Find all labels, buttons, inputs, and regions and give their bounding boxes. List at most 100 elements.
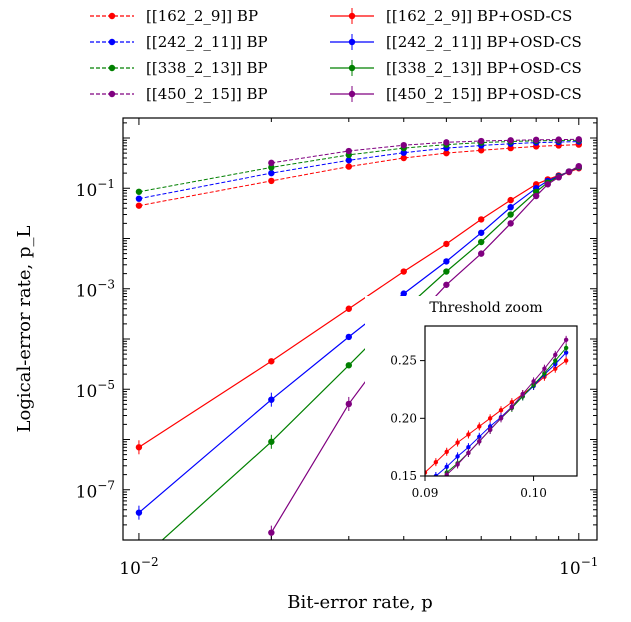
legend-marker — [108, 90, 116, 98]
legend-label: [[162_2_9]] BP — [146, 7, 258, 25]
legend-label: [[338_2_13]] BP+OSD-CS — [386, 59, 582, 77]
legend-label: [[242_2_11]] BP+OSD-CS — [386, 33, 582, 51]
inset-data-point — [553, 358, 558, 363]
data-point — [268, 438, 275, 445]
data-point — [507, 144, 514, 152]
legend-entry: [[242_2_11]] BP+OSD-CS — [330, 33, 582, 51]
data-point — [135, 202, 143, 209]
inset-data-point — [542, 371, 547, 376]
data-point — [478, 250, 485, 257]
data-point — [268, 358, 275, 365]
legend-marker — [108, 64, 116, 72]
data-point — [507, 203, 514, 211]
data-point — [135, 509, 143, 516]
inset-data-point — [553, 352, 558, 358]
inset-data-point — [509, 404, 515, 409]
data-point — [400, 268, 407, 275]
data-point — [507, 220, 514, 227]
data-point — [268, 169, 275, 177]
inset-series-line — [446, 339, 567, 476]
inset-x-tick-label: 0.10 — [520, 486, 547, 500]
inset-data-point — [444, 449, 449, 454]
inset-data-point — [455, 440, 460, 445]
data-point — [345, 163, 352, 170]
inset-background — [365, 296, 587, 510]
y-tick-label: 10−1 — [76, 177, 115, 201]
inset-data-point — [563, 358, 569, 363]
inset-data-point — [487, 427, 493, 433]
data-point — [443, 240, 450, 248]
data-point — [400, 154, 407, 162]
data-point — [443, 281, 450, 288]
data-point — [268, 529, 275, 536]
data-point — [443, 139, 450, 146]
inset-y-tick-label: 0.25 — [390, 354, 417, 368]
inset-series-3 — [444, 335, 569, 476]
inset-series-line — [425, 360, 567, 473]
x-axis-label: Bit-error rate, p — [287, 592, 433, 613]
inset-data-point — [487, 416, 493, 421]
inset-data-point — [520, 391, 525, 397]
series-3 — [268, 136, 582, 167]
data-point — [478, 229, 485, 236]
data-point — [478, 216, 485, 223]
data-point — [135, 444, 143, 451]
inset-data-point — [433, 459, 439, 465]
series-0 — [135, 141, 582, 209]
data-point — [478, 147, 485, 154]
x-tick-label: 10−1 — [559, 555, 598, 579]
data-point — [555, 136, 562, 143]
legend-label: [[450_2_15]] BP+OSD-CS — [386, 85, 582, 103]
data-point — [400, 141, 407, 149]
data-point — [443, 258, 450, 265]
data-point — [135, 188, 143, 195]
inset-data-point — [444, 464, 449, 469]
y-tick-label: 10−7 — [76, 479, 115, 503]
data-point — [532, 192, 540, 200]
series-line — [138, 144, 579, 207]
main-axes: 10−2 10−1 10−1 10−3 10−5 10−7 — [76, 117, 598, 579]
inset-data-point — [498, 408, 504, 413]
data-point — [345, 147, 352, 155]
legend-label: [[162_2_9]] BP+OSD-CS — [386, 7, 572, 25]
inset-series-layer — [425, 335, 569, 476]
legend-entry: [[162_2_9]] BP — [90, 7, 258, 25]
data-point — [400, 149, 407, 156]
data-point — [575, 136, 582, 143]
legend-entry: [[162_2_9]] BP+OSD-CS — [330, 7, 572, 25]
inset-data-point — [563, 337, 569, 343]
data-point — [268, 159, 275, 167]
inset-data-point — [466, 444, 471, 450]
inset-data-point — [542, 366, 547, 371]
legend: [[162_2_9]] BP [[242_2_11]] BP [[338_2_13]… — [90, 7, 582, 103]
data-point — [400, 290, 407, 297]
inset-data-point — [477, 424, 482, 429]
data-point — [345, 333, 352, 341]
legend-entry: [[242_2_11]] BP — [90, 33, 268, 51]
y-axis-label: Logical-error rate, p_L — [14, 226, 35, 433]
inset-data-point — [531, 379, 536, 384]
legend-entry: [[338_2_13]] BP — [90, 59, 268, 77]
inset-data-point — [455, 454, 460, 459]
legend-marker — [108, 12, 116, 20]
inset-title: Threshold zoom — [429, 300, 542, 316]
data-point — [565, 168, 573, 175]
data-point — [555, 174, 562, 181]
inset-data-point — [444, 472, 449, 476]
data-point — [345, 157, 352, 164]
y-tick-label: 10−5 — [76, 378, 115, 402]
data-point — [507, 211, 514, 218]
data-point — [268, 396, 275, 403]
inset-y-tick-label: 0.20 — [390, 411, 417, 425]
data-point — [135, 195, 143, 202]
threshold-zoom-inset: Threshold zoom 0.09 0.10 0.15 0.20 0.25 — [365, 296, 587, 510]
inset-data-point — [477, 439, 482, 444]
legend-entry: [[338_2_13]] BP+OSD-CS — [330, 59, 582, 77]
data-point — [443, 268, 450, 275]
data-point — [345, 362, 352, 369]
data-point — [345, 305, 352, 312]
legend-label: [[338_2_13]] BP — [146, 59, 268, 77]
inset-y-tick-label: 0.15 — [390, 469, 417, 483]
data-point — [268, 164, 275, 171]
